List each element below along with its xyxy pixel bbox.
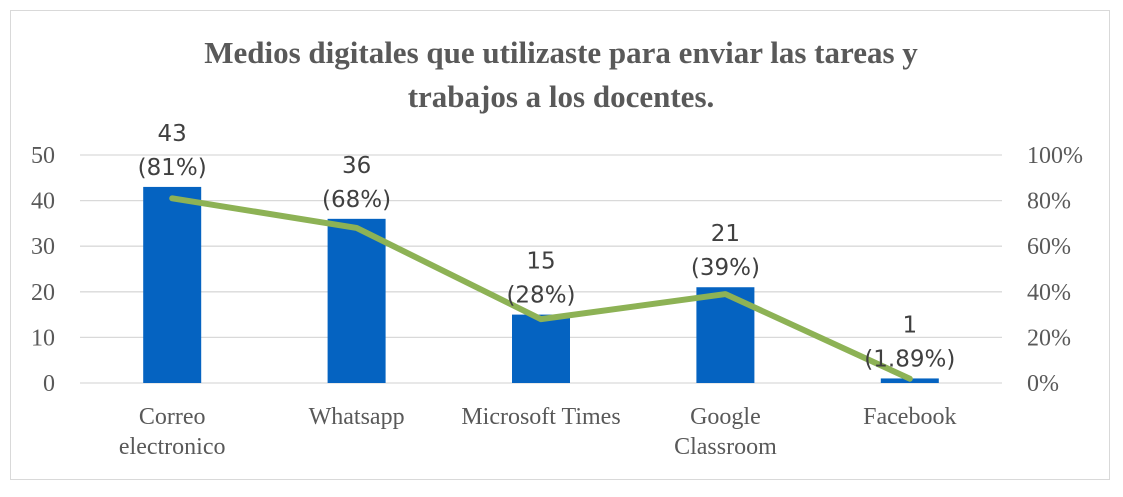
data-label: (81%) [138,155,207,181]
data-labels: 43 (81%) 36 (68%) 15 (28%) 21 (39%) 1 (1.89%) [138,121,956,373]
right-axis: 0% 20% 40% 60% 80% 100% [1027,143,1083,397]
left-axis: 0 10 20 30 40 50 [31,143,55,397]
category-label: electronico [119,434,226,460]
chart-title-line-1: Medios digitales que utilizaste para env… [204,35,918,70]
data-label: 36 [342,153,371,179]
data-label: 1 [902,312,917,338]
bar [512,314,570,383]
left-tick-label: 50 [31,143,55,169]
data-label: (39%) [691,255,760,281]
category-label: Facebook [863,404,956,430]
data-label: 43 [158,121,187,147]
right-tick-label: 60% [1027,234,1071,260]
category-axis: Correo electronico Whatsapp Microsoft Times… [119,404,957,460]
right-tick-label: 40% [1027,280,1071,306]
line-series [169,195,913,382]
data-label: (68%) [322,187,391,213]
category-label: Correo [139,404,206,430]
right-tick-label: 20% [1027,325,1071,351]
category-label: Classroom [674,434,777,460]
right-tick-label: 0% [1027,371,1059,397]
data-label: (28%) [506,283,575,309]
data-label: 21 [711,221,740,247]
gridlines [80,154,1002,384]
chart-title: Medios digitales que utilizaste para env… [204,35,918,114]
left-tick-label: 20 [31,280,55,306]
category-label: Microsoft Times [461,404,620,430]
chart-title-line-2: trabajos a los docentes. [408,79,715,114]
data-label: (1.89%) [864,346,955,372]
category-label: Whatsapp [309,404,405,430]
category-label: Google [690,404,761,430]
right-tick-label: 80% [1027,189,1071,215]
left-tick-label: 10 [31,325,55,351]
bar [327,218,386,383]
right-tick-label: 100% [1027,143,1083,169]
bar-series [143,186,939,383]
left-tick-label: 30 [31,234,55,260]
data-label: 15 [526,249,555,275]
percentage-line [169,195,913,382]
left-tick-label: 40 [31,189,55,215]
left-tick-label: 0 [43,371,55,397]
bar [143,186,202,383]
